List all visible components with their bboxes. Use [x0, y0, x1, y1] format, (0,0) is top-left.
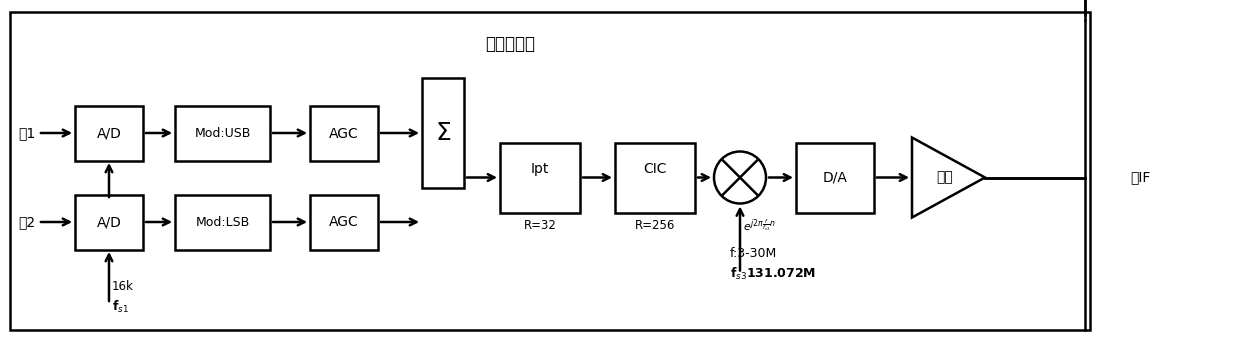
Text: Ipt: Ipt — [530, 162, 549, 176]
Text: A/D: A/D — [97, 127, 121, 141]
Text: Mod:USB: Mod:USB — [195, 127, 250, 140]
FancyBboxPatch shape — [76, 195, 142, 250]
FancyBboxPatch shape — [501, 143, 580, 212]
Text: CIC: CIC — [643, 162, 667, 176]
Text: $\mathbf{f}_{s1}$: $\mathbf{f}_{s1}$ — [112, 299, 129, 315]
FancyBboxPatch shape — [76, 106, 142, 161]
Text: 功放: 功放 — [937, 170, 953, 185]
FancyBboxPatch shape — [795, 143, 873, 212]
Text: 线2: 线2 — [19, 215, 35, 229]
Polygon shape — [912, 137, 985, 218]
FancyBboxPatch shape — [310, 195, 378, 250]
Circle shape — [714, 152, 766, 203]
FancyBboxPatch shape — [175, 106, 270, 161]
Text: D/A: D/A — [823, 170, 847, 185]
FancyBboxPatch shape — [310, 106, 378, 161]
Text: f:3-30M: f:3-30M — [730, 247, 777, 260]
Text: 无IF: 无IF — [1130, 170, 1150, 185]
Text: A/D: A/D — [97, 215, 121, 229]
FancyBboxPatch shape — [422, 78, 463, 188]
Text: $\mathbf{f}_{s3}$131.072M: $\mathbf{f}_{s3}$131.072M — [730, 265, 817, 281]
Text: 零中频激励: 零中频激励 — [484, 35, 535, 53]
FancyBboxPatch shape — [175, 195, 270, 250]
Text: $e^{j2\pi\frac{f}{f_{s3}}n}$: $e^{j2\pi\frac{f}{f_{s3}}n}$ — [743, 218, 776, 233]
Text: 线1: 线1 — [19, 126, 35, 140]
Text: AGC: AGC — [330, 215, 359, 229]
Text: 16k: 16k — [112, 280, 134, 294]
Text: $\Sigma$: $\Sigma$ — [435, 121, 451, 145]
Text: AGC: AGC — [330, 127, 359, 141]
Text: R=256: R=256 — [634, 219, 675, 231]
FancyBboxPatch shape — [10, 12, 1090, 330]
FancyBboxPatch shape — [615, 143, 695, 212]
Text: R=32: R=32 — [524, 219, 556, 231]
Text: Mod:LSB: Mod:LSB — [196, 216, 249, 229]
